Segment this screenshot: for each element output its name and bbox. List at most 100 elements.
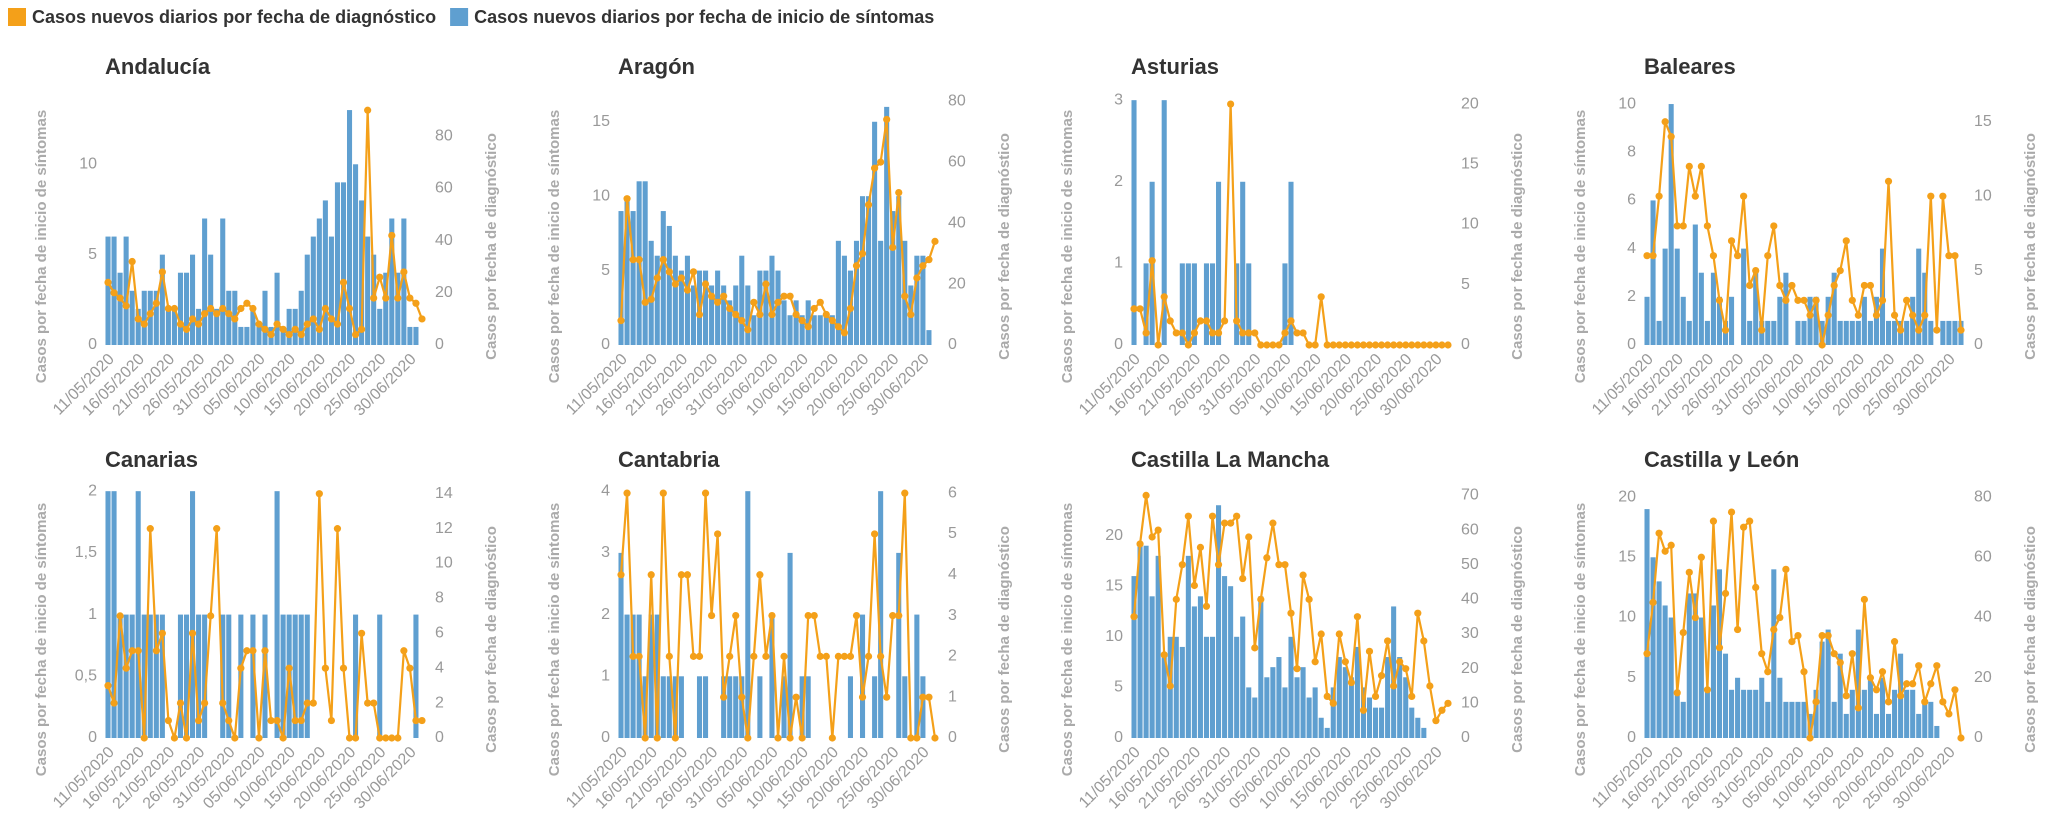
line-point	[1269, 341, 1277, 349]
line-point	[1890, 311, 1899, 319]
bar	[1155, 555, 1161, 738]
bar	[1771, 569, 1777, 738]
y2-axis-label: Casos por fecha de diagnóstico	[483, 133, 500, 360]
bar	[1240, 181, 1246, 345]
line-point	[1746, 281, 1754, 290]
bar	[183, 614, 190, 738]
y2-tick-label: 40	[1461, 591, 1479, 608]
line-point	[1957, 734, 1965, 742]
bar	[1143, 545, 1149, 738]
y-tick-label: 20	[1105, 527, 1123, 544]
line-point	[816, 298, 824, 306]
line-point	[134, 647, 142, 655]
line-point	[388, 231, 396, 240]
line-point	[243, 647, 251, 655]
bar	[117, 614, 123, 738]
bar	[654, 614, 660, 738]
line-point	[1438, 341, 1446, 349]
y-tick-label: 5	[1627, 669, 1636, 686]
bar	[1692, 593, 1698, 738]
line-point	[1377, 341, 1386, 349]
line-point	[1420, 637, 1428, 645]
line-point	[1432, 717, 1440, 725]
bar	[214, 308, 220, 345]
bar	[630, 614, 636, 738]
y2-axis-label: Casos por fecha de diagnóstico	[996, 526, 1013, 753]
bar	[1813, 296, 1819, 345]
y-tick-label: 4	[601, 482, 610, 499]
bar	[1729, 689, 1735, 738]
line-point	[1329, 341, 1337, 349]
line-point	[1184, 341, 1192, 349]
bar	[1885, 713, 1892, 738]
line-point	[1872, 311, 1881, 319]
bar	[111, 491, 117, 738]
bar	[618, 552, 624, 738]
line-point	[744, 734, 752, 742]
bar	[872, 676, 878, 738]
bar	[256, 326, 262, 345]
line-point	[279, 325, 287, 333]
bar	[1415, 717, 1421, 738]
bar	[666, 676, 672, 738]
line-point	[653, 274, 661, 282]
bar	[1209, 636, 1216, 738]
line-point	[720, 693, 728, 701]
line-point	[1836, 659, 1844, 667]
bar	[878, 491, 884, 738]
line-point	[1329, 699, 1337, 707]
line-point	[1136, 305, 1144, 313]
line-point	[1227, 100, 1235, 108]
line-point	[1444, 341, 1452, 349]
line-point	[176, 320, 185, 328]
y-tick-label: 5	[1114, 679, 1123, 696]
bar	[703, 676, 709, 738]
bar	[1644, 296, 1650, 345]
y-tick-label: 3	[601, 544, 610, 561]
bar	[1879, 677, 1886, 738]
line-point	[1390, 682, 1398, 690]
bar	[1735, 677, 1741, 738]
line-point	[1679, 628, 1687, 637]
line-point	[1770, 625, 1778, 634]
bar	[322, 200, 328, 345]
line-point	[1365, 647, 1374, 655]
bar	[316, 218, 322, 345]
y-axis-label: Casos por fecha de inicio de síntomas	[33, 503, 50, 776]
line-point	[213, 525, 221, 533]
bar	[1867, 320, 1873, 345]
bar	[1922, 701, 1928, 738]
line-point	[122, 664, 130, 672]
bar	[769, 255, 775, 345]
bar	[1722, 653, 1729, 738]
bar	[636, 614, 642, 738]
line-point	[1414, 609, 1422, 617]
line-point	[1142, 329, 1150, 337]
y2-tick-label: 60	[948, 153, 966, 170]
line-point	[1921, 311, 1929, 319]
bar	[642, 676, 648, 738]
line-point	[134, 315, 142, 323]
line-point	[1897, 692, 1905, 700]
bar	[298, 290, 304, 345]
bar	[147, 290, 153, 345]
y2-tick-label: 20	[435, 284, 453, 301]
bar	[226, 614, 232, 738]
line-point	[152, 299, 160, 307]
bar	[787, 315, 793, 345]
bar	[1710, 605, 1716, 738]
bar	[238, 326, 244, 345]
line-point	[756, 571, 764, 579]
bar	[105, 236, 111, 345]
bar	[1216, 181, 1222, 345]
line-point	[1287, 317, 1295, 325]
bar	[739, 255, 745, 345]
bar	[401, 218, 407, 345]
bar	[1759, 677, 1765, 738]
bar	[365, 236, 371, 345]
y-tick-label: 10	[79, 156, 97, 173]
bar	[1741, 248, 1747, 345]
line-point	[707, 611, 716, 620]
line-point	[358, 325, 366, 333]
y2-axis-label: Casos por fecha de diagnóstico	[1509, 526, 1526, 753]
